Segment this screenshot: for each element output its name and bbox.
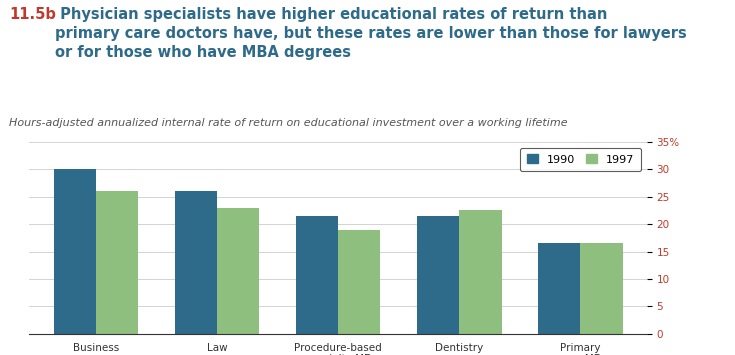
Bar [338,230,381,334]
Bar [459,211,501,334]
Bar [217,208,259,334]
Text: Hours-adjusted annualized internal rate of return on educational investment over: Hours-adjusted annualized internal rate … [9,118,567,128]
Bar [96,191,138,334]
Bar [54,169,96,334]
Bar [175,191,217,334]
Bar [417,216,459,334]
Text: 11.5b: 11.5b [9,7,56,22]
Legend: 1990, 1997: 1990, 1997 [520,148,641,171]
Bar [580,243,623,334]
Bar [295,216,338,334]
Bar [538,243,580,334]
Text: Physician specialists have higher educational rates of return than
primary care : Physician specialists have higher educat… [55,7,687,60]
